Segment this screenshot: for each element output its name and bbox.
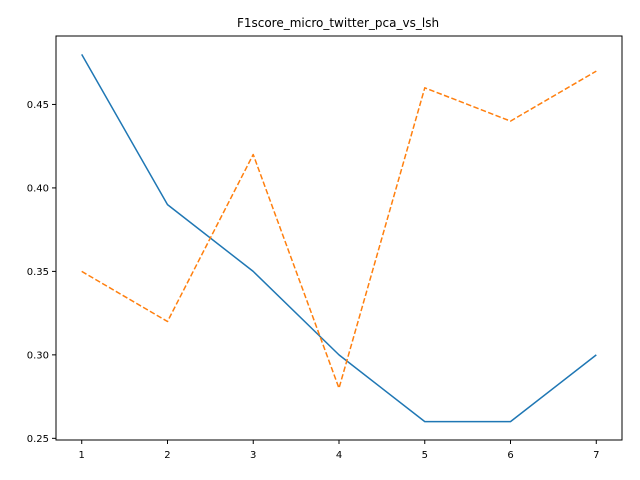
series-line-1 bbox=[81, 54, 597, 423]
plot-lines bbox=[81, 54, 597, 423]
x-tick-label: 1 bbox=[79, 450, 85, 461]
y-axis: 0.25 0.30 0.35 0.40 0.45 bbox=[27, 100, 56, 445]
x-tick-label: 6 bbox=[507, 450, 513, 461]
x-tick-label: 7 bbox=[593, 450, 599, 461]
x-tick-label: 5 bbox=[422, 450, 428, 461]
y-tick-label: 0.40 bbox=[27, 183, 49, 194]
chart-title: F1score_micro_twitter_pca_vs_lsh bbox=[237, 16, 439, 30]
plot-frame bbox=[55, 35, 623, 441]
x-tick-label: 4 bbox=[336, 450, 342, 461]
y-tick-label: 0.35 bbox=[27, 267, 49, 278]
y-tick-label: 0.30 bbox=[27, 350, 49, 361]
x-axis: 1 2 3 4 5 6 7 bbox=[79, 440, 599, 461]
y-tick-label: 0.45 bbox=[27, 100, 49, 111]
y-tick-label: 0.25 bbox=[27, 434, 49, 445]
x-tick-label: 2 bbox=[164, 450, 170, 461]
x-tick-label: 3 bbox=[250, 450, 256, 461]
series-line-2 bbox=[81, 70, 597, 389]
